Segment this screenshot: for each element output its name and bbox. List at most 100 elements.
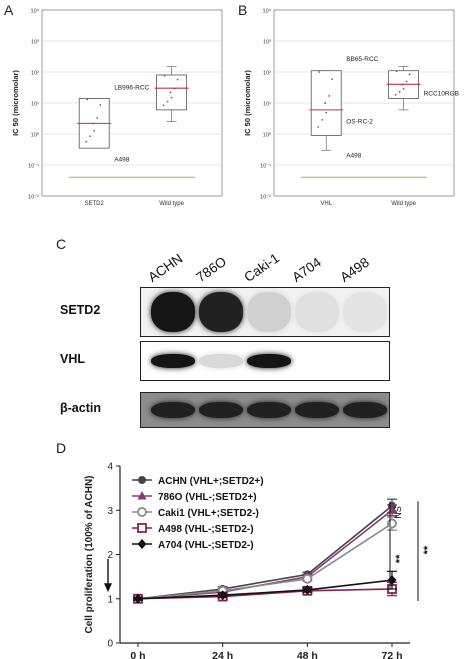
data-point [331,78,334,81]
blot-strip [140,287,390,337]
blot-band [343,292,387,332]
data-point [402,87,405,90]
y-tick-label: 0 [107,639,113,650]
data-point [176,78,179,81]
y-tick-label: 10⁻² [28,195,39,201]
y-tick-label: 10³ [263,40,271,46]
y-axis-label: Cell proliferation (100% of ACHN) [84,476,95,634]
data-point [398,90,401,93]
data-point [395,70,398,73]
box [310,70,342,136]
data-point [324,102,327,104]
y-tick-label: 10¹ [263,102,271,108]
blot-band [295,292,339,332]
x-tick-label: Wild type [391,201,416,207]
y-tick-label: 10³ [31,40,39,46]
y-tick-label: 2 [107,550,113,561]
blot-band [199,402,243,418]
y-tick-label: 10⁻¹ [260,164,271,170]
y-tick-label: 4 [107,462,113,473]
data-point [325,111,328,114]
sig-label: ** [422,545,434,554]
y-tick-label: 10² [263,71,271,77]
y-tick-label: 10⁴ [263,8,272,15]
panel-letter-c: C [56,236,67,252]
legend-label: A498 (VHL-;SETD2-) [158,524,254,535]
blot-band [247,354,291,368]
legend-marker [137,507,147,517]
annotation-label: LB996-RCC [114,84,149,91]
y-tick-label: 10⁰ [31,132,40,139]
data-point [163,74,166,77]
blot-band [199,292,243,332]
blot-band [247,402,291,418]
y-tick-label: 3 [107,506,113,517]
sig-label: ** [394,554,406,563]
x-tick-label: 24 h [212,650,233,659]
legend-label: A704 (VHL-;SETD2-) [158,540,254,551]
blot-band [151,354,195,368]
legend-marker [137,491,147,500]
y-tick-label: 10⁰ [263,132,272,139]
data-point [317,126,320,128]
x-tick-label: 48 h [297,650,318,659]
data-point [408,73,411,76]
x-tick-label: SETD2 [85,201,105,207]
blot-row-label: SETD2 [60,303,101,317]
legend-marker [137,539,147,549]
blot-band [295,402,339,418]
blot-band [151,402,195,418]
data-point [89,135,92,138]
blot-strip [140,341,390,381]
y-axis-label: IC 50 (micromolar) [11,70,20,136]
blot-band [199,354,243,368]
legend-label: Caki1 (VHL+;SETD2-) [158,508,259,519]
blot-band [151,292,195,332]
series-line [137,505,393,600]
box [156,74,188,111]
blot-band [247,292,291,332]
annotation-label: BB65-RCC [346,56,378,63]
data-point [218,590,228,601]
data-point [96,116,99,119]
data-point [169,91,172,94]
data-point [328,95,331,97]
x-tick-label: 0 h [130,650,145,659]
annotation-label: A498 [346,153,362,160]
x-tick-label: 72 h [381,650,402,659]
series-line [137,579,393,600]
data-point [405,80,408,83]
data-point [387,518,397,529]
plot-frame [273,9,455,197]
data-point [394,93,397,96]
annotation-label: OS-RC-2 [346,119,373,126]
x-tick-label: Wild type [159,201,184,207]
data-point [170,96,173,99]
data-point [99,104,102,106]
y-tick-label: 10⁴ [31,8,40,15]
y-axis-label: IC 50 (micromolar) [243,70,252,136]
legend-marker [137,523,147,533]
y-tick-label: 10¹ [31,102,39,108]
panel-letter-a: A [4,2,14,18]
panel-letter-b: B [238,2,248,18]
annotation-label: RCC10RGB [424,91,459,98]
y-tick-label: 10⁻² [260,195,271,201]
legend-label: ACHN (VHL+;SETD2+) [158,476,264,487]
data-point [85,140,88,143]
data-point [387,575,397,586]
data-point [166,100,169,103]
data-point [302,573,313,584]
x-tick-label: VHL [320,201,332,207]
blot-band [343,402,387,418]
series-line [137,522,393,600]
legend-label: 786O (VHL-;SETD2+) [158,492,257,503]
data-point [133,593,143,604]
y-tick-label: 10² [31,71,39,77]
treatment-arrowhead [104,583,112,593]
blot-row-label: β-actin [60,401,101,415]
data-point [86,98,89,101]
